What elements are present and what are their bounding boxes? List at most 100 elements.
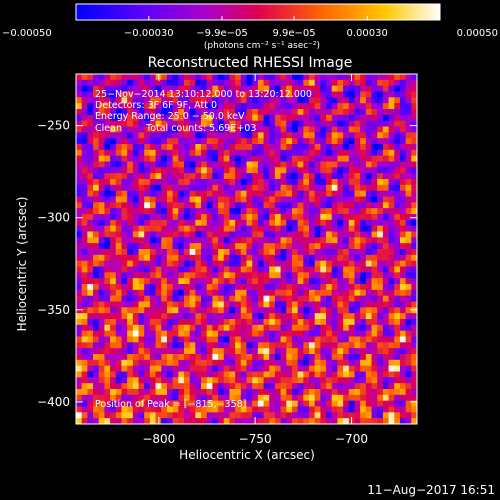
- heatmap-cell: [127, 161, 134, 168]
- heatmap-cell: [405, 319, 412, 326]
- heatmap-cell: [309, 307, 316, 314]
- heatmap-cell: [382, 260, 389, 267]
- heatmap-cell: [326, 144, 333, 151]
- heatmap-cell: [314, 260, 321, 267]
- heatmap-cell: [229, 249, 236, 256]
- heatmap-cell: [297, 295, 304, 302]
- heatmap-cell: [399, 149, 407, 157]
- heatmap-cell: [183, 219, 191, 227]
- heatmap-cell: [178, 418, 185, 425]
- heatmap-cell: [138, 412, 145, 419]
- heatmap-cell: [81, 412, 88, 419]
- heatmap-cell: [178, 272, 185, 279]
- heatmap-cell: [93, 307, 100, 314]
- heatmap-cell: [331, 79, 338, 87]
- heatmap-cell: [280, 412, 287, 419]
- heatmap-cell: [320, 74, 327, 81]
- heatmap-cell: [382, 324, 389, 332]
- heatmap-cell: [93, 231, 100, 238]
- heatmap-cell: [201, 231, 208, 238]
- heatmap-cell: [121, 418, 128, 425]
- heatmap-cell: [172, 324, 179, 332]
- heatmap-cell: [257, 91, 264, 98]
- heatmap-cell: [161, 354, 168, 361]
- heatmap-cell: [172, 74, 179, 81]
- heatmap-cell: [274, 400, 281, 407]
- heatmap-cell: [309, 260, 316, 267]
- heatmap-cell: [371, 313, 378, 320]
- heatmap-cell: [121, 173, 128, 180]
- heatmap-cell: [201, 149, 208, 157]
- heatmap-cell: [218, 260, 225, 267]
- heatmap-cell: [405, 109, 412, 116]
- heatmap-cell: [183, 400, 191, 407]
- heatmap-cell: [110, 371, 117, 378]
- heatmap-cell: [93, 237, 100, 244]
- heatmap-cell: [149, 120, 156, 127]
- heatmap-cell: [320, 138, 327, 145]
- heatmap-cell: [76, 149, 83, 157]
- heatmap-cell: [115, 400, 122, 407]
- heatmap-cell: [320, 114, 327, 122]
- heatmap-cell: [172, 377, 179, 384]
- heatmap-cell: [104, 342, 111, 349]
- heatmap-cell: [206, 144, 213, 151]
- heatmap-cell: [212, 138, 219, 145]
- heatmap-cell: [257, 196, 264, 203]
- heatmap-cell: [206, 219, 213, 227]
- heatmap-cell: [399, 418, 407, 425]
- heatmap-cell: [149, 243, 156, 250]
- heatmap-cell: [320, 313, 327, 320]
- heatmap-cell: [218, 365, 225, 372]
- heatmap-cell: [365, 266, 372, 273]
- heatmap-cell: [377, 120, 384, 127]
- heatmap-cell: [155, 295, 162, 302]
- heatmap-cell: [183, 406, 191, 413]
- heatmap-cell: [218, 190, 225, 197]
- heatmap-cell: [235, 190, 242, 197]
- heatmap-cell: [360, 359, 367, 367]
- heatmap-cell: [104, 103, 111, 110]
- heatmap-cell: [257, 173, 264, 180]
- heatmap-cell: [297, 149, 304, 157]
- heatmap-cell: [399, 272, 407, 279]
- heatmap-cell: [365, 79, 372, 87]
- heatmap-cell: [201, 330, 208, 337]
- heatmap-cell: [382, 144, 389, 151]
- heatmap-cell: [178, 330, 185, 337]
- heatmap-cell: [121, 336, 128, 343]
- heatmap-cell: [87, 243, 94, 250]
- heatmap-cell: [127, 383, 134, 390]
- heatmap-cell: [121, 284, 128, 291]
- heatmap-cell: [291, 202, 299, 209]
- heatmap-cell: [280, 91, 287, 98]
- heatmap-cell: [138, 85, 145, 92]
- heatmap-cell: [127, 132, 134, 139]
- heatmap-cell: [155, 371, 162, 378]
- heatmap-cell: [201, 377, 208, 384]
- heatmap-cell: [382, 342, 389, 349]
- heatmap-cell: [269, 301, 276, 308]
- heatmap-cell: [314, 237, 321, 244]
- heatmap-cell: [360, 284, 367, 291]
- heatmap-cell: [172, 348, 179, 355]
- heatmap-cell: [388, 167, 395, 174]
- heatmap-cell: [326, 324, 333, 332]
- heatmap-cell: [76, 161, 83, 168]
- heatmap-cell: [178, 126, 185, 133]
- heatmap-cell: [121, 138, 128, 145]
- heatmap-cell: [388, 114, 395, 122]
- heatmap-cell: [183, 249, 191, 256]
- heatmap-cell: [343, 354, 350, 361]
- heatmap-cell: [252, 167, 259, 174]
- heatmap-cell: [166, 278, 174, 285]
- heatmap-cell: [98, 301, 105, 308]
- colorbar-tick-label: −9.9e−05: [196, 28, 248, 39]
- heatmap-cell: [343, 278, 350, 285]
- heatmap-cell: [98, 184, 105, 192]
- heatmap-cell: [81, 184, 88, 192]
- heatmap-cell: [76, 342, 83, 349]
- heatmap-cell: [121, 79, 128, 87]
- heatmap-cell: [280, 289, 287, 297]
- heatmap-cell: [303, 359, 310, 367]
